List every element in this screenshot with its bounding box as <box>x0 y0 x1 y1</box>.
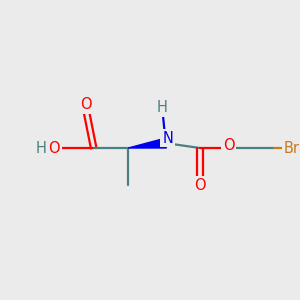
Polygon shape <box>128 138 166 148</box>
Text: N: N <box>162 131 173 146</box>
Text: O: O <box>223 138 235 153</box>
Text: H: H <box>156 100 167 115</box>
Text: O: O <box>194 178 206 193</box>
Text: H: H <box>36 140 47 155</box>
Text: Br: Br <box>284 140 300 155</box>
Text: O: O <box>48 140 60 155</box>
Text: O: O <box>80 97 92 112</box>
